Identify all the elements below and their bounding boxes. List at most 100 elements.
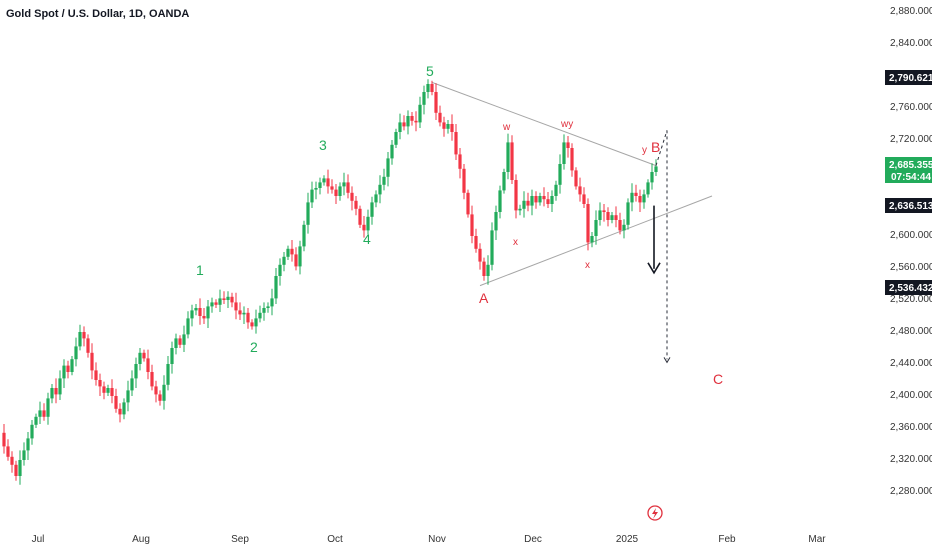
candle-body [242, 312, 246, 315]
y-tick-label: 2,840.000 [890, 38, 932, 49]
candle-body [130, 378, 134, 391]
candle-body [498, 190, 502, 212]
y-tick-label: 2,520.000 [890, 294, 932, 305]
wave-label-C: C [713, 371, 723, 387]
candle-body [46, 398, 50, 417]
wave-label-1: 1 [196, 262, 204, 278]
candle-body [354, 200, 358, 209]
solid-arrow-head [647, 262, 661, 275]
candle-body [450, 124, 454, 132]
candle-body [62, 365, 66, 379]
candle-body [530, 196, 534, 206]
candle-body [454, 132, 458, 155]
candle-body [158, 394, 162, 401]
candle-body [490, 230, 494, 265]
candle-body [78, 332, 82, 347]
event-lightning-icon[interactable] [647, 505, 663, 521]
wave-label-x-1: x [513, 237, 518, 248]
candle-body [474, 236, 478, 249]
candle-body [362, 224, 366, 231]
candle-body [34, 416, 38, 425]
candle-body [374, 194, 378, 203]
y-tick-label: 2,440.000 [890, 358, 932, 369]
y-tick-label: 2,760.000 [890, 102, 932, 113]
candle-body [238, 310, 242, 315]
candle-body [342, 182, 346, 187]
candle-body [534, 196, 538, 203]
candle-body [618, 220, 622, 231]
candle-body [346, 182, 350, 193]
x-tick-label: Mar [808, 534, 826, 545]
price-tag-low: 2,536.432 [885, 280, 932, 295]
candle-body [646, 182, 650, 195]
candle-body [630, 192, 634, 203]
candle-body [466, 192, 470, 215]
candle-body [366, 216, 370, 231]
candle-body [650, 172, 654, 183]
candle-body [90, 352, 94, 371]
candle-body [634, 192, 638, 196]
y-tick-label: 2,280.000 [890, 486, 932, 497]
candle-body [486, 264, 490, 276]
candle-body [50, 388, 54, 399]
candle-body [82, 332, 86, 339]
candle-body [198, 308, 202, 316]
candle-body [426, 84, 430, 92]
y-tick-label: 2,880.000 [890, 6, 932, 17]
countdown-timer: 07:54:44 [891, 172, 931, 183]
candle-body [142, 352, 146, 359]
candle-body [294, 254, 298, 267]
candle-body [582, 194, 586, 204]
candle-body [266, 306, 270, 308]
candle-body [642, 194, 646, 203]
candle-body [162, 384, 166, 401]
candle-body [598, 210, 602, 220]
candle-body [58, 378, 62, 395]
candle-body [166, 364, 170, 385]
candle-body [150, 372, 154, 387]
candle-body [566, 142, 570, 148]
candle-body [586, 204, 590, 243]
candle-body [10, 456, 14, 465]
candle-body [186, 318, 190, 335]
candle-body [86, 338, 90, 353]
candle-body [446, 124, 450, 129]
candle-body [626, 202, 630, 225]
candle-body [326, 178, 330, 187]
candle-body [290, 248, 294, 255]
x-tick-label: Aug [132, 534, 150, 545]
candle-body [378, 184, 382, 195]
candle-body [514, 180, 518, 211]
candle-body [146, 358, 150, 372]
candle-body [562, 142, 566, 164]
wave-label-5: 5 [426, 63, 434, 79]
candle-body [382, 176, 386, 185]
candles [2, 79, 658, 485]
candle-body [170, 348, 174, 364]
x-axis: Jul Aug Sep Oct Nov Dec 2025 Feb Mar [32, 534, 827, 545]
candle-body [30, 424, 34, 439]
candle-body [194, 308, 198, 311]
candle-body [306, 202, 310, 225]
candle-body [114, 396, 118, 409]
projection-arrows [647, 130, 671, 364]
candle-body [258, 312, 262, 319]
wave-label-w: w [502, 122, 511, 133]
candle-body [462, 168, 466, 193]
candle-body [22, 450, 26, 460]
candle-body [74, 346, 78, 360]
candle-body [102, 386, 106, 393]
candle-body [118, 408, 122, 415]
price-tag-top: 2,790.621 [885, 70, 932, 85]
candle-body [402, 122, 406, 127]
x-tick-label: Jul [32, 534, 45, 545]
candle-body [222, 298, 226, 300]
candle-body [570, 148, 574, 171]
candle-body [202, 316, 206, 319]
candle-body [438, 112, 442, 123]
candle-body [314, 188, 318, 190]
x-tick-label: 2025 [616, 534, 639, 545]
candle-body [610, 215, 614, 220]
y-tick-label: 2,560.000 [890, 262, 932, 273]
